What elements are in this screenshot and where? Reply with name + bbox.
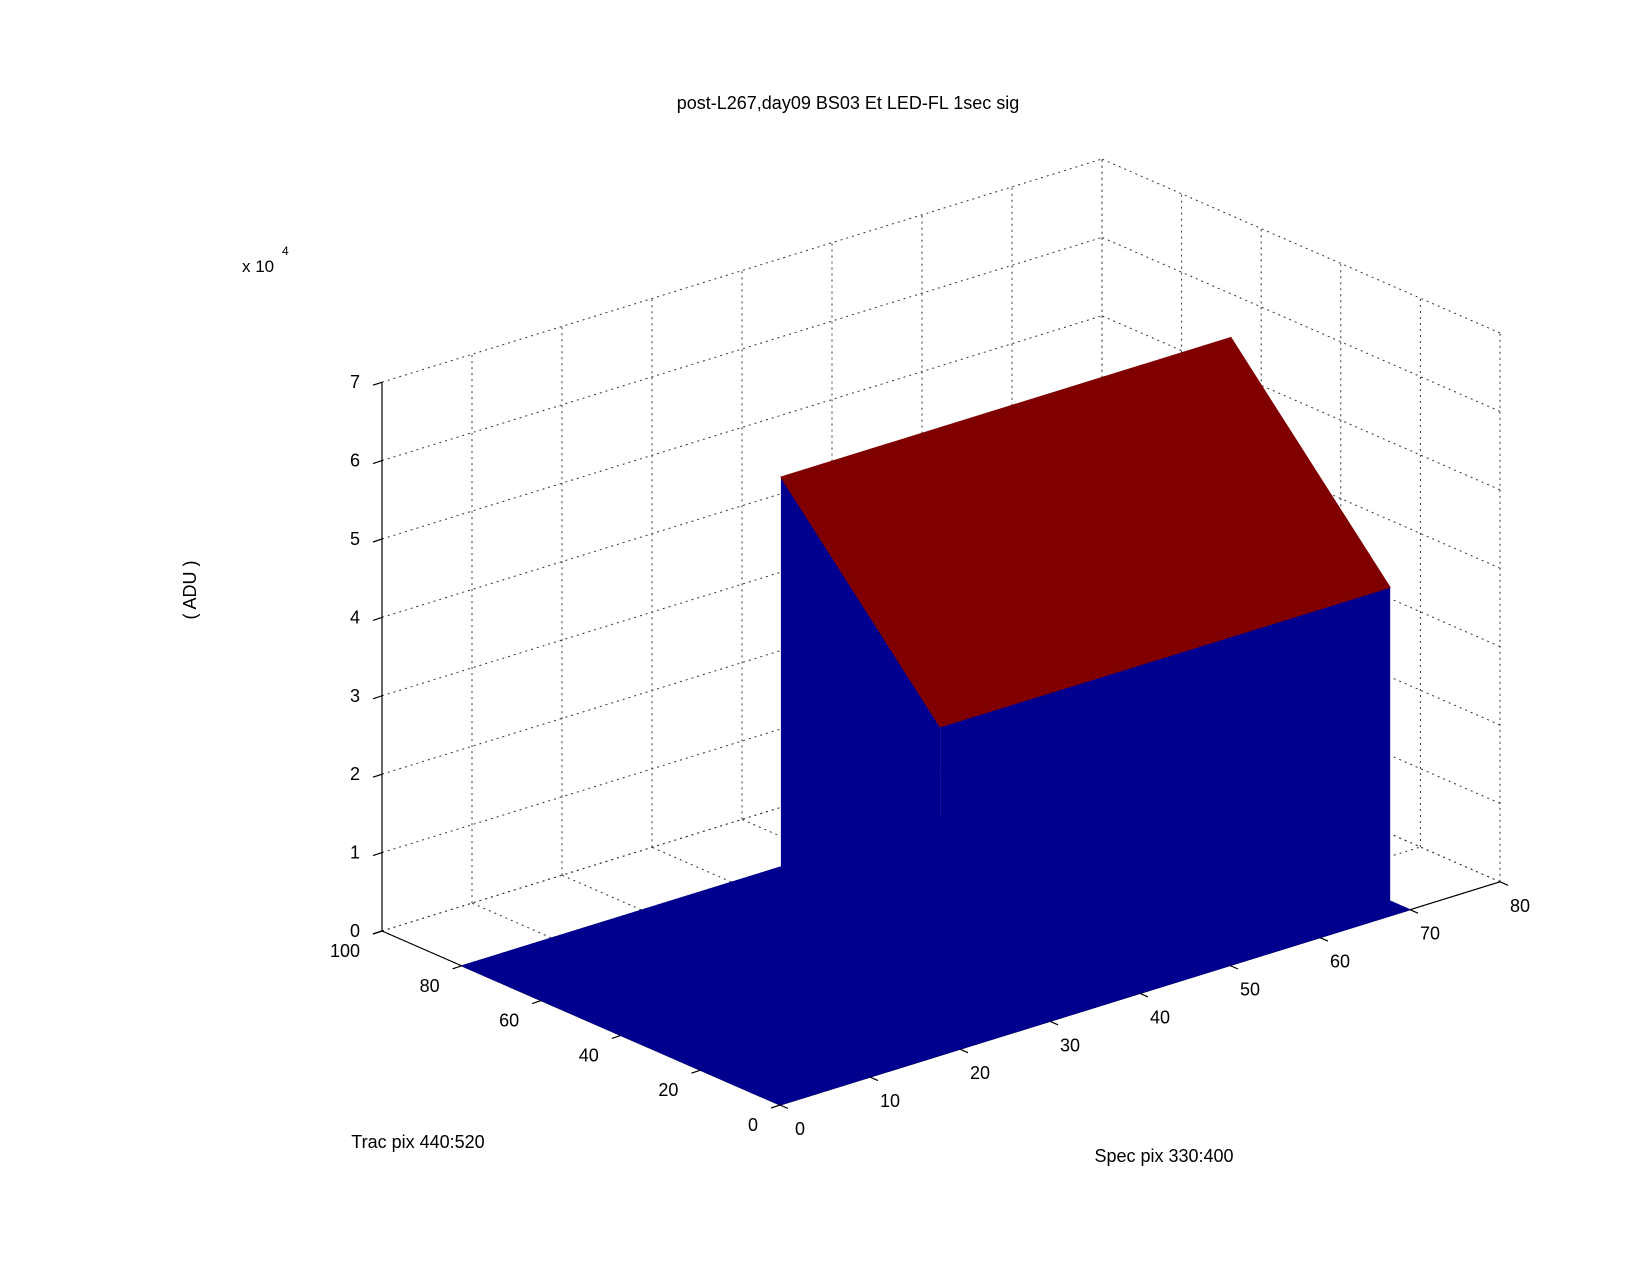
- z-tick-label: 1: [350, 843, 360, 863]
- z-axis-label: ( ADU ): [180, 560, 200, 619]
- surface: [460, 336, 1412, 1106]
- z-tick-label: 0: [350, 921, 360, 941]
- y-tick-label: 40: [579, 1045, 599, 1065]
- y-tick-label: 0: [748, 1115, 758, 1135]
- grid-line: [381, 158, 1103, 383]
- y-tick-label: 80: [420, 976, 440, 996]
- z-tick-label: 6: [350, 451, 360, 471]
- y-tick-mark: [691, 1069, 701, 1074]
- x-tick-mark: [959, 1048, 969, 1054]
- chart-title: post-L267,day09 BS03 Et LED-FL 1sec sig: [677, 93, 1020, 113]
- x-tick-mark: [1229, 964, 1239, 970]
- plateau-left-wall: [780, 477, 941, 1041]
- x-tick-label: 40: [1150, 1007, 1170, 1027]
- y-tick-label: 20: [658, 1080, 678, 1100]
- plateau-front-wall: [940, 587, 1391, 1041]
- y-tick-mark: [452, 965, 462, 970]
- z-tick-mark: [372, 538, 383, 543]
- grid-line: [1101, 236, 1501, 412]
- z-tick-mark: [372, 460, 383, 465]
- y-axis-label: Trac pix 440:520: [351, 1132, 484, 1152]
- z-tick-label: 3: [350, 686, 360, 706]
- x-tick-mark: [1139, 992, 1149, 998]
- z-tick-mark: [372, 381, 383, 386]
- z-tick-mark: [372, 616, 383, 621]
- grid-line: [1101, 158, 1501, 334]
- y-tick-mark: [532, 1000, 542, 1005]
- x-axis-label: Spec pix 330:400: [1094, 1146, 1233, 1166]
- y-tick-label: 60: [499, 1011, 519, 1031]
- y-tick-mark: [770, 1104, 781, 1109]
- z-tick-mark: [372, 852, 383, 857]
- x-tick-label: 70: [1420, 924, 1440, 944]
- y-tick-label: 100: [330, 941, 360, 961]
- grid-line: [1101, 315, 1501, 491]
- z-tick-label: 7: [350, 372, 360, 392]
- x-tick-mark: [1049, 1020, 1059, 1026]
- y-tick-mark: [611, 1034, 621, 1039]
- z-tick-mark: [372, 695, 383, 700]
- z-tick-label: 4: [350, 607, 360, 627]
- x-tick-label: 50: [1240, 980, 1260, 1000]
- z-tick-label: 2: [350, 764, 360, 784]
- x-tick-label: 0: [795, 1119, 805, 1139]
- plateau-top: [780, 336, 1391, 728]
- x-tick-mark: [779, 1104, 789, 1110]
- z-tick-label: 5: [350, 529, 360, 549]
- z-tick-mark: [372, 930, 383, 935]
- x-tick-label: 20: [970, 1063, 990, 1083]
- x-tick-mark: [1319, 937, 1329, 942]
- x-tick-mark: [1499, 881, 1509, 886]
- x-tick-label: 10: [880, 1091, 900, 1111]
- z-tick-mark: [372, 773, 383, 778]
- z-exponent-label: x 10: [242, 257, 274, 276]
- x-tick-label: 60: [1330, 952, 1350, 972]
- x-tick-label: 30: [1060, 1035, 1080, 1055]
- z-exponent-power: 4: [282, 244, 289, 258]
- x-tick-mark: [1409, 909, 1419, 914]
- x-tick-label: 80: [1510, 896, 1530, 916]
- x-tick-mark: [869, 1076, 879, 1082]
